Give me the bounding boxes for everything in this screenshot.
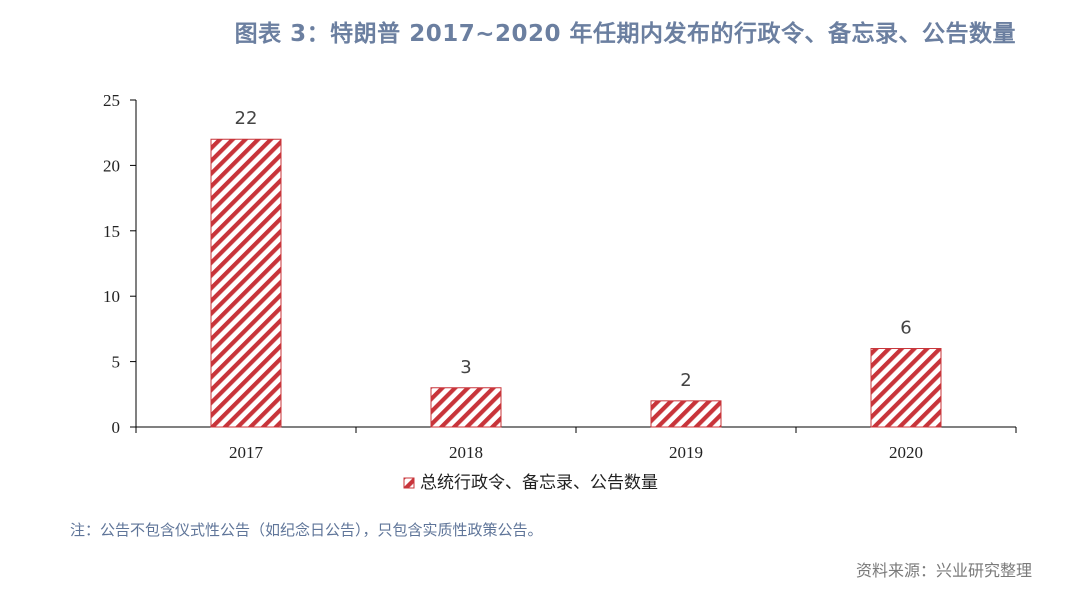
y-tick-label: 5 (112, 353, 121, 372)
legend-label: 总统行政令、备忘录、公告数量 (420, 473, 658, 493)
y-tick-label: 10 (103, 287, 120, 306)
bar-2018 (430, 387, 502, 428)
x-tick-label-2020: 2020 (889, 443, 923, 462)
legend-swatch (403, 477, 415, 489)
chart-title: 图表 3：特朗普 2017~2020 年任期内发布的行政令、备忘录、公告数量 (234, 21, 1016, 47)
data-label-2017: 22 (235, 108, 258, 129)
data-label-2018: 3 (460, 357, 471, 378)
x-tick-label-2017: 2017 (229, 443, 264, 462)
bar-2017 (210, 138, 282, 428)
y-tick-label: 15 (103, 222, 120, 241)
data-label-2019: 2 (680, 370, 691, 391)
footnote: 注：公告不包含仪式性公告（如纪念日公告），只包含实质性政策公告。 (70, 521, 543, 539)
y-tick-label: 20 (103, 156, 120, 175)
bar-2019 (650, 400, 722, 428)
data-label-2020: 6 (900, 318, 911, 339)
x-tick-label-2019: 2019 (669, 443, 703, 462)
y-tick-label: 0 (112, 418, 121, 437)
bar-2020 (870, 348, 942, 428)
source-label: 资料来源：兴业研究整理 (855, 561, 1032, 580)
bar-chart: 0 5 10 15 20 25 22 2017 3 2018 2 2019 6 2020 总统行政令、备忘录… (103, 91, 1017, 493)
y-tick-label: 25 (103, 91, 120, 110)
x-tick-label-2018: 2018 (449, 443, 483, 462)
